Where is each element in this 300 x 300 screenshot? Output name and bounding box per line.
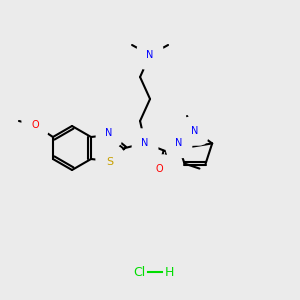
Text: H: H [165,266,174,278]
Text: Cl: Cl [133,266,145,278]
Text: N: N [146,50,154,60]
Text: N: N [141,138,149,148]
Text: N: N [175,138,183,148]
Text: O: O [31,120,39,130]
Text: N: N [105,128,113,138]
Text: O: O [155,164,163,174]
Text: S: S [106,157,114,167]
Text: N: N [191,126,199,136]
